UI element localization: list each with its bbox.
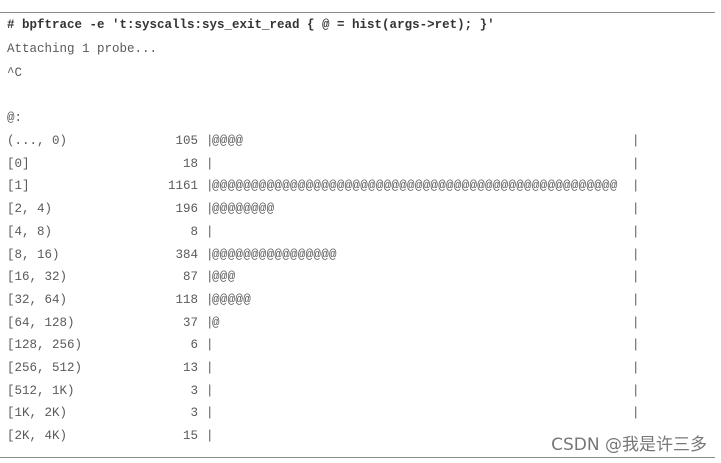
bucket-count: 6	[190, 338, 198, 353]
bar-end-pipe: |	[632, 406, 640, 421]
bar-start-pipe: |	[206, 134, 214, 148]
bucket-bar: @@@@@@@@@@@@@@@@@@@@@@@@@@@@@@@@@@@@@@@@…	[212, 179, 618, 194]
histogram-row: [1] 1161 | @@@@@@@@@@@@@@@@@@@@@@@@@@@@@@@@…	[0, 178, 721, 194]
histogram-row: [32, 64) 118 | @@@@@ |	[0, 292, 721, 308]
bar-start-pipe: |	[206, 429, 214, 444]
histogram-row: [2, 4) 196 | @@@@@@@@ |	[0, 201, 721, 217]
bucket-count: 18	[182, 156, 198, 171]
histogram-row: [0] 18 | |	[0, 156, 721, 172]
bar-end-pipe: |	[632, 179, 640, 194]
map-name: @:	[7, 111, 23, 125]
bar-start-pipe: |	[206, 179, 214, 194]
bar-start-pipe: |	[206, 292, 214, 307]
bucket-label: [2K, 4K)	[7, 429, 68, 444]
histogram-row: [256, 512) 13 | |	[0, 360, 721, 376]
watermark: CSDN @我是许三多	[551, 435, 707, 455]
bucket-label: [1K, 2K)	[7, 406, 68, 421]
bucket-count: 87	[182, 270, 198, 285]
bar-start-pipe: |	[206, 361, 214, 375]
bar-start-pipe: |	[206, 247, 214, 262]
bar-start-pipe: |	[206, 406, 214, 421]
bucket-label: [16, 32)	[7, 270, 68, 285]
bar-end-pipe: |	[632, 361, 640, 375]
histogram-row: [4, 8) 8 | |	[0, 224, 721, 240]
top-rule	[0, 12, 715, 13]
histogram-row: [8, 16) 384 | @@@@@@@@@@@@@@@@ |	[0, 247, 721, 263]
histogram-row: [1K, 2K) 3 | |	[0, 405, 721, 421]
bar-end-pipe: |	[632, 247, 640, 262]
bar-end-pipe: |	[632, 383, 640, 398]
bucket-count: 13	[182, 361, 198, 375]
bucket-label: [1]	[7, 179, 30, 194]
bucket-bar: @@@@	[212, 134, 244, 148]
bucket-bar: @@@@@@@@	[212, 202, 275, 217]
bar-start-pipe: |	[206, 270, 214, 285]
bar-end-pipe: |	[632, 134, 640, 148]
interrupt-line: ^C	[7, 66, 23, 80]
bucket-count: 196	[175, 202, 198, 217]
bucket-count: 118	[175, 292, 198, 307]
bar-start-pipe: |	[206, 383, 214, 398]
bucket-label: [128, 256)	[7, 338, 83, 353]
bucket-label: [0]	[7, 156, 30, 171]
bucket-bar: @	[212, 315, 220, 330]
bottom-rule	[0, 457, 715, 458]
bucket-label: [32, 64)	[7, 292, 68, 307]
histogram-row: [128, 256) 6 | |	[0, 337, 721, 353]
bucket-label: [2, 4)	[7, 202, 53, 217]
bar-end-pipe: |	[632, 202, 640, 217]
bucket-label: [256, 512)	[7, 361, 83, 375]
bucket-count: 1161	[167, 179, 198, 194]
bucket-count: 8	[190, 224, 198, 239]
histogram-row: (..., 0) 105 | @@@@ |	[0, 133, 721, 149]
bucket-count: 384	[175, 247, 198, 262]
histogram-row: [512, 1K) 3 | |	[0, 383, 721, 399]
bucket-count: 105	[175, 134, 198, 148]
bucket-bar: @@@@@@@@@@@@@@@@	[212, 247, 337, 262]
histogram-row: [16, 32) 87 | @@@ |	[0, 269, 721, 285]
bucket-count: 37	[182, 315, 198, 330]
bar-end-pipe: |	[632, 338, 640, 353]
bar-start-pipe: |	[206, 338, 214, 353]
bucket-count: 3	[190, 383, 198, 398]
bucket-count: 15	[182, 429, 198, 444]
attaching-line: Attaching 1 probe...	[7, 42, 158, 56]
bar-end-pipe: |	[632, 292, 640, 307]
bar-start-pipe: |	[206, 156, 214, 171]
bucket-bar: @@@	[212, 270, 236, 285]
bar-start-pipe: |	[206, 202, 214, 217]
bar-end-pipe: |	[632, 224, 640, 239]
bar-end-pipe: |	[632, 156, 640, 171]
bar-end-pipe: |	[632, 270, 640, 285]
bucket-label: [64, 128)	[7, 315, 75, 330]
bucket-label: [4, 8)	[7, 224, 53, 239]
histogram-row: [64, 128) 37 | @ |	[0, 315, 721, 331]
bucket-label: [512, 1K)	[7, 383, 75, 398]
bucket-label: (..., 0)	[7, 134, 68, 148]
command-line: # bpftrace -e 't:syscalls:sys_exit_read …	[7, 18, 495, 32]
histogram-row: [2K, 4K) 15 |	[0, 428, 721, 444]
bucket-label: [8, 16)	[7, 247, 60, 262]
bucket-bar: @@@@@	[212, 292, 252, 307]
bar-end-pipe: |	[632, 315, 640, 330]
bar-start-pipe: |	[206, 224, 214, 239]
bar-start-pipe: |	[206, 315, 214, 330]
bucket-count: 3	[190, 406, 198, 421]
